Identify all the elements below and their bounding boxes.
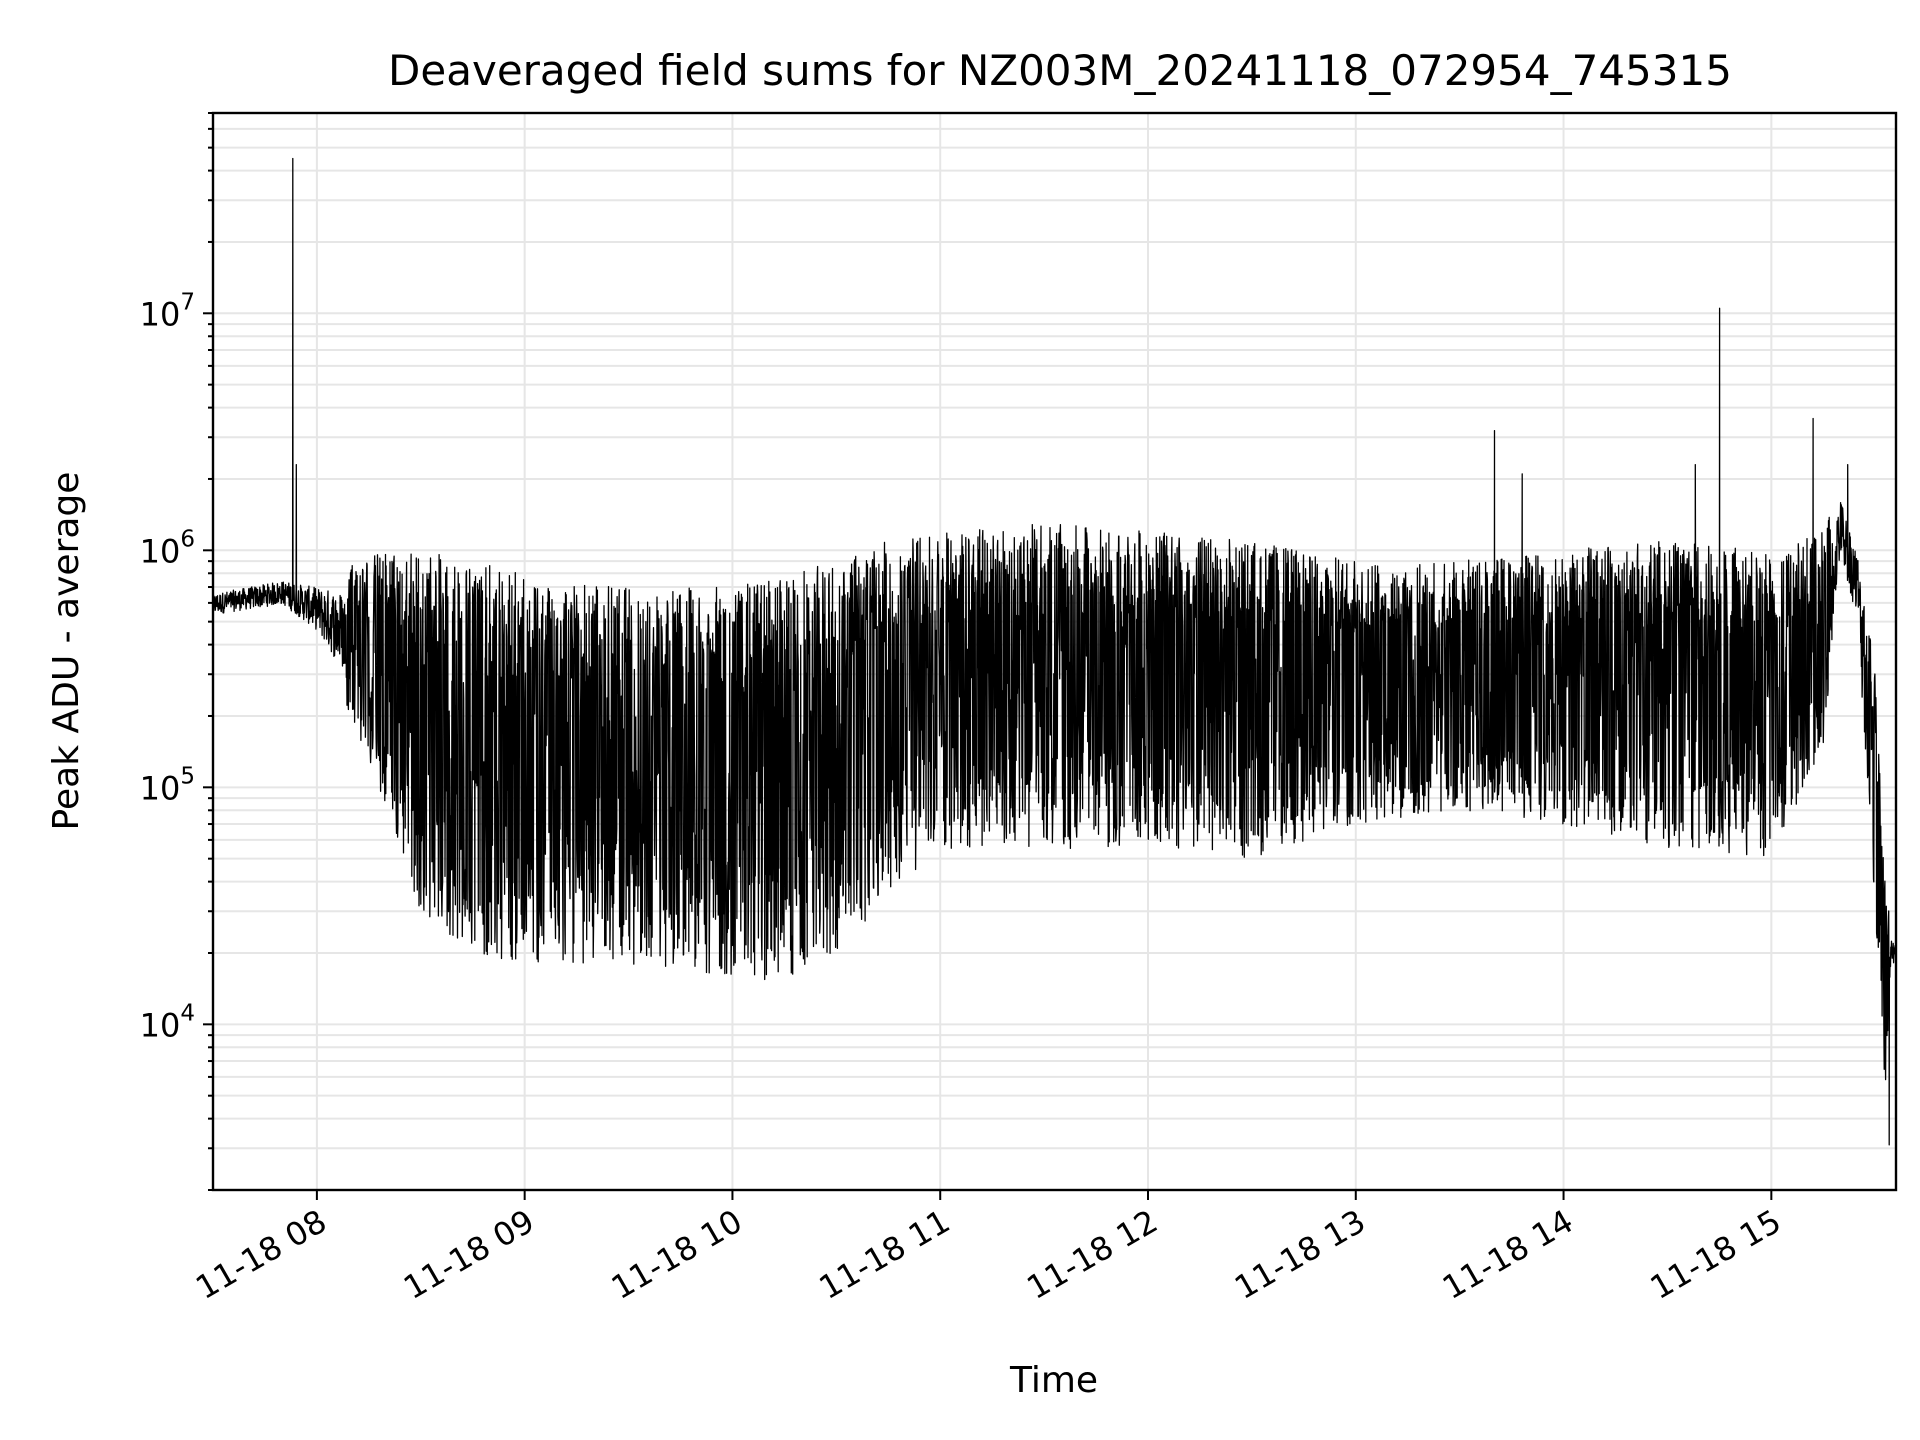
- y-tick-base: 10: [140, 769, 181, 807]
- y-tick-exponent: 7: [180, 289, 195, 315]
- y-tick-label: 104: [140, 1000, 195, 1044]
- y-tick-base: 10: [140, 1006, 181, 1044]
- y-tick-exponent: 5: [180, 763, 195, 789]
- y-tick-exponent: 4: [180, 1000, 195, 1026]
- x-axis-label: Time: [1009, 1360, 1098, 1401]
- y-tick-label: 106: [140, 526, 195, 570]
- y-tick-base: 10: [140, 295, 181, 333]
- plot-frame: [211, 111, 1898, 1192]
- y-axis-label: Peak ADU - average: [46, 472, 87, 831]
- y-tick-label: 105: [140, 763, 195, 807]
- plot-area: [212, 157, 1897, 1146]
- chart-title: Deaveraged field sums for NZ003M_2024111…: [388, 46, 1732, 95]
- y-tick-label: 107: [140, 289, 195, 333]
- series-line: [212, 157, 1897, 1146]
- y-tick-exponent: 6: [180, 526, 195, 552]
- y-tick-base: 10: [140, 532, 181, 570]
